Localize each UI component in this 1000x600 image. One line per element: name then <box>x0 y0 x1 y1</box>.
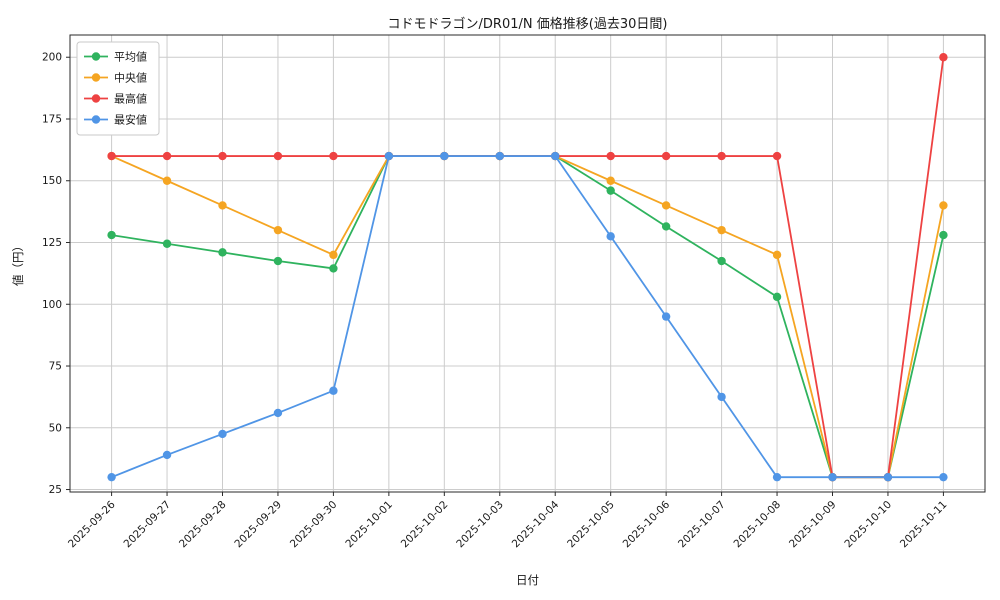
data-point-median <box>218 201 227 210</box>
x-tick-label: 2025-10-10 <box>842 499 894 551</box>
data-point-minimum <box>883 472 893 482</box>
data-point-median <box>273 225 283 235</box>
y-tick-label: 50 <box>49 422 62 434</box>
data-point-minimum <box>273 408 283 418</box>
data-point-average <box>218 248 227 257</box>
data-point-maximum <box>717 151 726 161</box>
data-point-median <box>717 225 726 235</box>
y-tick-label: 175 <box>42 113 62 125</box>
data-point-median <box>329 250 338 260</box>
chart-title: コドモドラゴン/DR01/N 価格推移(過去30日間) <box>387 17 668 32</box>
data-point-maximum <box>772 151 782 161</box>
y-tick-label: 200 <box>42 52 62 64</box>
x-tick-label: 2025-09-30 <box>288 499 340 551</box>
data-point-average <box>661 222 671 231</box>
data-point-minimum <box>440 151 449 161</box>
data-point-minimum <box>661 312 671 321</box>
y-tick-label: 75 <box>49 361 62 373</box>
data-point-maximum <box>939 53 948 62</box>
data-point-median <box>162 176 172 185</box>
data-point-average <box>772 292 782 302</box>
data-point-minimum <box>772 472 782 482</box>
data-point-average <box>273 256 283 266</box>
data-point-minimum <box>162 450 172 460</box>
legend-label-average: 平均値 <box>114 50 147 63</box>
legend-marker-median <box>91 73 101 82</box>
data-point-average <box>717 256 726 266</box>
data-point-minimum <box>495 151 504 161</box>
y-tick-label: 100 <box>42 299 62 311</box>
x-tick-label: 2025-09-29 <box>232 499 284 551</box>
x-tick-label: 2025-10-01 <box>343 499 395 551</box>
legend-marker-average <box>91 52 101 61</box>
legend-label-median: 中央値 <box>114 71 147 84</box>
data-point-median <box>772 250 782 260</box>
x-tick-label: 2025-10-04 <box>510 498 562 550</box>
data-point-maximum <box>606 151 615 161</box>
x-tick-label: 2025-09-28 <box>177 499 229 551</box>
data-point-average <box>162 239 172 248</box>
x-tick-label: 2025-09-26 <box>66 498 118 550</box>
data-point-minimum <box>218 429 227 439</box>
data-point-median <box>939 201 948 210</box>
data-point-minimum <box>828 472 837 482</box>
legend-box <box>76 41 160 136</box>
y-tick-labels: 25 50 75 100 125 150 175 200 <box>42 52 62 496</box>
data-point-average <box>107 230 116 240</box>
legend-label-maximum: 最高値 <box>114 91 147 105</box>
data-point-maximum <box>107 151 116 161</box>
data-point-maximum <box>661 151 671 161</box>
data-point-minimum <box>107 472 116 482</box>
data-point-maximum <box>273 151 283 161</box>
x-tick-label: 2025-10-03 <box>454 499 506 551</box>
y-tick-label: 150 <box>42 175 62 187</box>
legend-marker-minimum <box>91 115 101 124</box>
x-tick-label: 2025-10-09 <box>787 499 839 551</box>
data-point-median <box>606 176 615 185</box>
data-point-maximum <box>218 151 227 161</box>
x-tick-label: 2025-09-27 <box>122 499 174 551</box>
x-axis-label: 日付 <box>516 573 539 587</box>
data-point-minimum <box>939 472 948 482</box>
x-tick-labels: 2025-09-26 2025-09-27 2025-09-28 2025-09-29… <box>66 498 949 550</box>
y-tick-label: 25 <box>49 484 62 496</box>
legend-marker-maximum <box>91 94 101 103</box>
data-point-median <box>661 201 671 210</box>
plot-border <box>69 34 986 493</box>
data-point-minimum <box>551 151 560 161</box>
data-point-maximum <box>329 151 338 161</box>
x-tick-label: 2025-10-07 <box>676 499 728 551</box>
data-point-minimum <box>329 386 338 395</box>
series-minimum <box>107 151 948 482</box>
plot-area <box>70 35 985 492</box>
x-tick-label: 2025-10-08 <box>732 499 784 551</box>
legend-label-minimum: 最安値 <box>114 112 147 126</box>
data-point-maximum <box>162 151 172 161</box>
series-line-minimum <box>111 155 944 479</box>
data-point-average <box>329 264 338 273</box>
data-point-minimum <box>717 392 726 402</box>
data-point-average <box>606 186 615 195</box>
axis-ticks <box>66 56 944 496</box>
data-point-minimum <box>606 232 615 241</box>
x-tick-label: 2025-10-11 <box>898 499 950 551</box>
y-tick-label: 125 <box>42 237 62 249</box>
data-point-minimum <box>384 151 394 161</box>
x-tick-label: 2025-10-02 <box>399 499 451 551</box>
x-tick-label: 2025-10-06 <box>621 498 673 550</box>
data-point-average <box>939 230 948 240</box>
x-tick-label: 2025-10-05 <box>565 499 617 551</box>
